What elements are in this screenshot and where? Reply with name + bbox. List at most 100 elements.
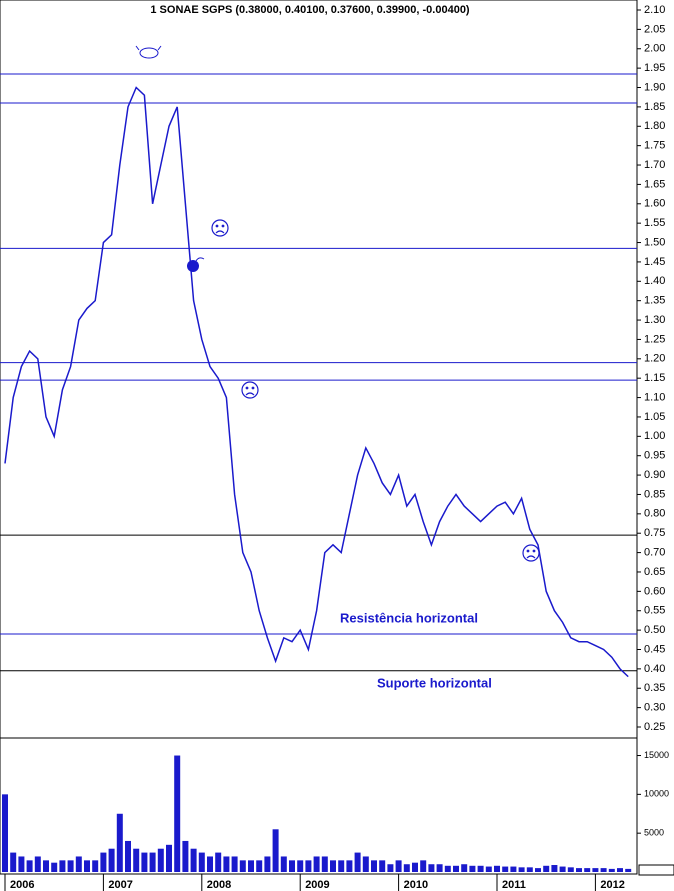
volume-bar <box>256 860 263 872</box>
y-tick-label: 0.60 <box>644 585 665 597</box>
y-tick-label: 0.40 <box>644 663 665 675</box>
y-tick-label: 1.50 <box>644 236 665 248</box>
volume-bar <box>297 860 304 872</box>
volume-bar <box>223 856 230 872</box>
y-tick-label: 0.75 <box>644 527 665 539</box>
volume-bar <box>494 865 500 872</box>
y-tick-label: 0.90 <box>644 469 665 481</box>
y-tick-label: 1.80 <box>644 120 665 132</box>
y-tick-label: 1.65 <box>644 178 665 190</box>
y-tick-label: 1.40 <box>644 275 665 287</box>
y-tick-label: 1.85 <box>644 101 665 113</box>
y-tick-label: 1.30 <box>644 314 665 326</box>
volume-bar <box>289 860 295 872</box>
volume-bar <box>567 867 574 872</box>
volume-bar <box>535 868 541 872</box>
y-tick-label: 1.05 <box>644 411 665 423</box>
volume-bar <box>412 862 418 872</box>
volume-bar <box>125 840 131 872</box>
volume-bar <box>543 865 550 872</box>
volume-bar <box>18 856 25 872</box>
sad-face-icon <box>522 544 540 562</box>
volume-bar <box>395 860 402 872</box>
volume-bar <box>182 840 189 872</box>
volume-bar <box>141 852 148 872</box>
volume-bar <box>469 865 476 872</box>
y-tick-label: 1.35 <box>644 295 665 307</box>
y-tick-label: 0.70 <box>644 547 665 559</box>
chart-title: 1 SONAE SGPS (0.38000, 0.40100, 0.37600,… <box>150 4 470 16</box>
x-tick-label: 2007 <box>108 879 132 891</box>
volume-bar <box>190 848 197 872</box>
volume-bar <box>157 848 164 872</box>
y-tick-label: 0.65 <box>644 566 665 578</box>
y-tick-label: 0.55 <box>644 605 665 617</box>
volume-bar <box>231 856 238 872</box>
y-tick-label: 1.55 <box>644 217 665 229</box>
volume-bar <box>116 813 123 872</box>
y-tick-label: 1.60 <box>644 198 665 210</box>
y-tick-label: 0.30 <box>644 702 665 714</box>
y-tick-label: 0.50 <box>644 624 665 636</box>
volume-bar <box>518 867 525 872</box>
volume-bar <box>625 868 632 872</box>
volume-bar <box>485 866 492 872</box>
volume-bar <box>313 856 320 872</box>
volume-bar <box>215 852 222 872</box>
volume-bar <box>379 860 386 872</box>
plot-frame <box>0 0 638 875</box>
volume-bar <box>436 864 443 872</box>
volume-bar <box>84 860 90 872</box>
volume-bar <box>592 868 599 872</box>
bull-icon <box>135 45 162 59</box>
y-tick-label: 0.80 <box>644 508 665 520</box>
volume-bar <box>305 860 312 872</box>
volume-bar <box>502 866 509 872</box>
y-tick-label: 0.85 <box>644 488 665 500</box>
y-tick-label: 0.45 <box>644 643 665 655</box>
y-tick-label: 1.70 <box>644 159 665 171</box>
volume-bar <box>26 860 33 872</box>
volume-bar <box>510 866 517 872</box>
volume-bar <box>174 755 181 872</box>
volume-bar <box>354 852 361 872</box>
y-tick-label: 1.20 <box>644 353 665 365</box>
volume-bar <box>330 860 336 872</box>
volume-bar <box>51 862 58 872</box>
volume-bar <box>403 864 410 872</box>
volume-scale-box <box>638 864 674 876</box>
y-tick-label: 1.95 <box>644 62 665 74</box>
x-tick-label: 2009 <box>305 879 329 891</box>
annotation: Suporte horizontal <box>377 675 492 690</box>
annotation: Resistência horizontal <box>340 610 478 625</box>
y-tick-label: 1.75 <box>644 140 665 152</box>
y2-tick-label: 10000 <box>644 789 669 799</box>
volume-bar <box>166 844 172 872</box>
volume-bar <box>34 856 41 872</box>
volume-bar <box>133 848 140 872</box>
volume-bar <box>198 852 205 872</box>
volume-bar <box>461 864 468 872</box>
x-tick-label: 2010 <box>404 879 428 891</box>
x-tick-label: 2006 <box>10 879 34 891</box>
price-line <box>4 86 629 678</box>
volume-bar <box>10 852 17 872</box>
volume-bar <box>67 860 74 872</box>
y-tick-label: 0.95 <box>644 450 665 462</box>
x-tick-label: 2012 <box>600 879 624 891</box>
volume-bar <box>248 860 254 872</box>
volume-bar <box>43 860 49 872</box>
volume-bar <box>576 868 582 872</box>
volume-bar <box>453 865 459 872</box>
volume-bar <box>2 794 8 872</box>
x-tick-label: 2008 <box>207 879 231 891</box>
volume-bar <box>75 856 82 872</box>
y-tick-label: 0.25 <box>644 721 665 733</box>
volume-bar <box>526 867 533 872</box>
volume-bar <box>559 866 566 872</box>
y2-tick-label: 15000 <box>644 750 669 760</box>
x-tick-label: 2011 <box>502 879 526 891</box>
volume-bar <box>100 852 107 872</box>
y2-tick-label: 5000 <box>644 828 664 838</box>
